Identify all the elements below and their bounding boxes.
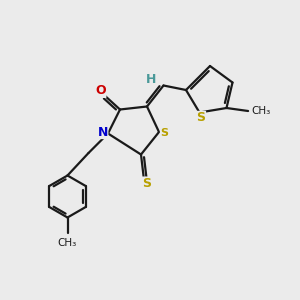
- Text: S: S: [142, 177, 152, 190]
- Text: CH₃: CH₃: [58, 238, 77, 248]
- Text: S: S: [160, 128, 168, 139]
- Text: S: S: [196, 111, 206, 124]
- Text: N: N: [98, 125, 108, 139]
- Text: H: H: [146, 73, 156, 86]
- Text: CH₃: CH₃: [251, 106, 270, 116]
- Text: O: O: [95, 84, 106, 98]
